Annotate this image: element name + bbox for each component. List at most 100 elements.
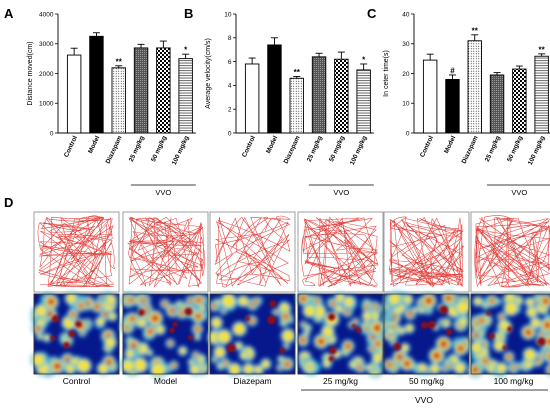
heat-spot	[238, 296, 248, 306]
heatmap-blobs	[467, 291, 550, 378]
heat-spot	[151, 363, 165, 377]
heat-peak	[420, 321, 428, 329]
heat-peak	[327, 313, 336, 321]
heat-spot	[283, 313, 289, 320]
y-tick-label: 10	[224, 11, 232, 18]
bar-0	[66, 54, 82, 134]
heat-spot	[307, 361, 314, 368]
y-tick-label: 4000	[39, 11, 54, 18]
heat-spot	[322, 326, 334, 338]
heat-spot	[278, 366, 282, 370]
heat-spot	[106, 295, 116, 305]
panel-label-a: A	[4, 6, 14, 21]
bar-4	[334, 58, 349, 134]
heat-spot	[77, 359, 91, 373]
heat-spot	[457, 345, 465, 352]
significance-mark: #	[450, 66, 455, 75]
heat-spot	[94, 303, 101, 310]
heat-spot	[47, 298, 55, 306]
trajectory-path	[214, 215, 291, 288]
heat-spot	[412, 307, 418, 312]
vvo-group-label: VVO	[155, 188, 171, 197]
significance-mark: **	[294, 68, 301, 77]
heat-spot	[504, 302, 518, 315]
heat-spot	[418, 307, 424, 313]
category-label: Model	[87, 135, 101, 155]
heat-spot	[195, 297, 202, 304]
panel-d-column-label: Control	[63, 376, 91, 386]
heat-spot	[215, 299, 220, 305]
heat-spot	[405, 324, 414, 332]
y-tick-label: 3000	[39, 41, 54, 48]
y-axis-label: Distance moved(cm)	[27, 41, 34, 105]
heat-spot	[418, 364, 427, 372]
heat-spot	[448, 364, 453, 368]
heat-spot	[344, 296, 354, 307]
heat-spot	[211, 317, 222, 328]
heat-spot	[151, 314, 159, 323]
heat-spot	[479, 331, 484, 337]
heat-spot	[364, 305, 369, 310]
trajectory-plot-4	[383, 211, 470, 293]
trajectory-plot-3	[297, 211, 384, 293]
heat-peak	[184, 307, 193, 316]
heat-spot	[358, 365, 363, 370]
category-label: Model	[443, 135, 457, 155]
heat-peak	[427, 320, 436, 329]
heat-spot	[125, 349, 134, 358]
heat-spot	[105, 337, 116, 348]
heat-spot	[458, 317, 468, 327]
heatmap-hotspots	[226, 300, 285, 354]
heat-spot	[471, 342, 482, 353]
heat-spot	[388, 293, 400, 305]
heat-spot	[62, 337, 68, 343]
heat-peak	[68, 330, 76, 338]
heat-spot	[364, 327, 369, 332]
bar-0	[244, 63, 260, 134]
trajectory-frame	[297, 211, 384, 293]
heat-peak	[537, 337, 546, 346]
heat-spot	[401, 344, 409, 352]
bar-5	[534, 55, 549, 134]
heat-spot	[96, 317, 105, 326]
heat-spot	[527, 307, 537, 317]
heat-peak	[507, 326, 513, 332]
heat-spot	[109, 313, 116, 320]
heat-spot	[53, 362, 61, 370]
heat-spot	[439, 340, 448, 348]
heatmap-hotspots	[138, 307, 194, 341]
heat-spot	[128, 297, 134, 303]
trajectory-plot-5	[470, 211, 550, 293]
heat-spot	[434, 326, 438, 329]
heat-spot	[373, 323, 382, 332]
trajectory-path	[474, 215, 550, 288]
category-label: Model	[265, 135, 279, 155]
heat-spot	[430, 364, 440, 373]
heat-spot	[499, 329, 505, 335]
y-tick-label: 40	[402, 11, 410, 18]
heat-spot	[190, 365, 200, 374]
heat-spot	[32, 353, 45, 366]
chart-panel-b: B 0 2 4 6 8 10 Average velocity(cm/s) Control Mod…	[184, 6, 374, 197]
heat-spot	[455, 363, 465, 374]
heat-spot	[425, 296, 433, 305]
heat-spot	[526, 298, 534, 306]
heat-spot	[195, 334, 200, 340]
heat-spot	[445, 294, 452, 302]
heat-peak	[279, 347, 285, 354]
heat-spot	[37, 319, 45, 327]
heat-spot	[133, 358, 147, 372]
heat-spot	[233, 323, 246, 335]
category-label: 50 mg/kg	[150, 135, 168, 163]
heat-peak	[355, 327, 362, 333]
heat-spot	[524, 328, 532, 336]
trajectory-plot-2	[209, 211, 296, 293]
heat-spot	[354, 320, 358, 324]
panel-d-arena-grid	[30, 211, 550, 379]
category-label: Diazepam	[105, 135, 124, 165]
y-tick-label: 30	[402, 41, 410, 48]
heat-spot	[171, 363, 176, 368]
bar-3	[489, 74, 505, 134]
y-tick-label: 2	[228, 107, 232, 114]
